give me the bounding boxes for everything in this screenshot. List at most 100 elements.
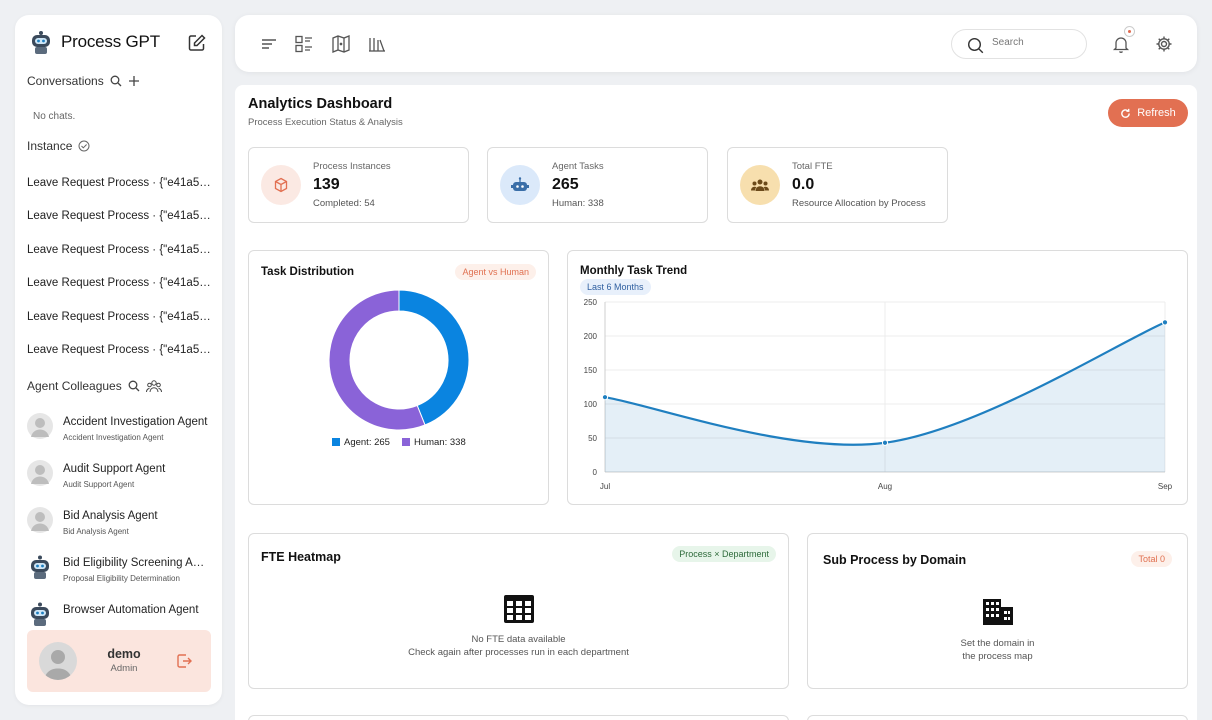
brand[interactable]: Process GPT — [29, 27, 160, 57]
user-card[interactable]: demo Admin — [27, 630, 211, 692]
y-tick-label: 250 — [584, 298, 598, 307]
instance-list: Leave Request Process · {"e41a53... Leav… — [27, 175, 212, 375]
agent-item[interactable]: Audit Support Agent Audit Support Agent — [27, 460, 212, 507]
refresh-icon — [1121, 108, 1131, 118]
donut-slice-human[interactable] — [328, 289, 426, 431]
agent-role: Audit Support Agent — [63, 480, 135, 489]
avatar — [27, 554, 53, 580]
avatar — [27, 601, 53, 627]
instance-item[interactable]: Leave Request Process · {"e41a53... — [27, 277, 212, 290]
card-tag: Process × Department — [672, 546, 776, 562]
stat-icon-bg — [740, 165, 780, 205]
trend-point[interactable] — [1161, 319, 1169, 326]
instance-item[interactable]: Leave Request Process · {"e41a53... — [27, 243, 212, 256]
agent-item[interactable]: Browser Automation Agent — [27, 601, 212, 648]
instance-item[interactable]: Leave Request Process · {"e41a53... — [27, 210, 212, 223]
stat-sub: Resource Allocation by Process — [792, 198, 926, 209]
legend-label: Human: 338 — [413, 437, 466, 448]
instance-item[interactable]: Leave Request Process · {"e41a53... — [27, 343, 212, 356]
new-chat-edit-icon[interactable] — [187, 33, 207, 53]
robot-icon — [511, 177, 529, 191]
y-tick-label: 150 — [584, 366, 598, 375]
main-content: Analytics Dashboard Process Execution St… — [235, 85, 1197, 720]
subprocess-domain-card: Sub Process by Domain Total 0 Set the do… — [807, 533, 1188, 689]
instance-label: Instance — [27, 139, 73, 153]
stat-value: 0.0 — [792, 176, 815, 193]
agent-colleagues-label: Agent Colleagues — [27, 379, 122, 393]
add-conversation-icon[interactable] — [128, 75, 140, 87]
donut-slice-agent[interactable] — [398, 289, 470, 426]
y-tick-label: 200 — [584, 332, 598, 341]
library-icon[interactable] — [367, 34, 387, 54]
user-name: demo — [107, 647, 141, 661]
trend-area — [605, 322, 1165, 472]
user-role: Admin — [110, 663, 138, 674]
robot-avatar-icon — [31, 555, 49, 579]
instance-header: Instance — [27, 139, 90, 153]
bottom-card-left — [248, 715, 789, 720]
legend-item-human[interactable]: Human: 338 — [401, 437, 466, 448]
empty-line: Check again after processes run in each … — [408, 647, 629, 658]
stat-card-total-fte: Total FTE 0.0 Resource Allocation by Pro… — [727, 147, 948, 223]
card-title: Monthly Task Trend — [580, 265, 688, 277]
line-chart: 0 50 100 150 200 250 Jul Aug Sep — [584, 298, 1173, 491]
group-icon — [751, 179, 769, 191]
search-icon[interactable] — [128, 380, 140, 392]
agent-colleagues-header: Agent Colleagues — [27, 379, 162, 393]
agent-item[interactable]: Bid Analysis Agent Bid Analysis Agent — [27, 507, 212, 554]
gear-icon[interactable] — [1155, 35, 1173, 53]
avatar — [27, 460, 53, 486]
stat-label: Agent Tasks — [552, 161, 604, 172]
legend-item-agent[interactable]: Agent: 265 — [332, 437, 390, 448]
donut-chart — [328, 289, 470, 431]
page-subtitle: Process Execution Status & Analysis — [248, 117, 403, 128]
team-icon[interactable] — [145, 379, 162, 393]
stat-sub: Completed: 54 — [313, 198, 375, 209]
avatar — [27, 413, 53, 439]
person-avatar-icon — [31, 465, 49, 484]
refresh-button[interactable]: Refresh — [1108, 99, 1188, 127]
agent-role: Bid Analysis Agent — [63, 527, 129, 536]
agent-item[interactable]: Bid Eligibility Screening Agent Proposal… — [27, 554, 212, 601]
person-avatar-icon — [44, 650, 72, 680]
trend-point[interactable] — [601, 394, 609, 401]
empty-line: Set the domain in — [960, 638, 1035, 649]
agent-name: Accident Investigation Agent — [63, 416, 208, 428]
list-view-icon[interactable] — [294, 34, 314, 54]
agent-name: Bid Eligibility Screening Agent — [63, 557, 209, 569]
user-avatar — [39, 642, 77, 680]
instance-item[interactable]: Leave Request Process · {"e41a53... — [27, 177, 212, 189]
map-icon[interactable] — [331, 34, 351, 54]
x-tick-label: Jul — [600, 482, 610, 491]
task-distribution-card: Task Distribution Agent vs Human Agent: … — [248, 250, 549, 505]
card-tag: Agent vs Human — [455, 264, 536, 280]
stat-label: Process Instances — [313, 161, 391, 172]
stat-label: Total FTE — [792, 161, 833, 172]
instance-item[interactable]: Leave Request Process · {"e41a53... — [27, 310, 212, 323]
stat-value: 139 — [313, 176, 340, 193]
x-tick-label: Sep — [1158, 482, 1173, 491]
no-chats-text: No chats. — [33, 111, 76, 122]
stat-icon-bg — [500, 165, 540, 205]
search-input[interactable] — [992, 37, 1072, 48]
card-title: FTE Heatmap — [261, 550, 341, 564]
search-icon — [967, 37, 984, 54]
card-tag: Total 0 — [1131, 551, 1172, 567]
agent-list: Accident Investigation Agent Accident In… — [27, 413, 212, 648]
menu-icon[interactable] — [259, 34, 279, 54]
check-circle-icon[interactable] — [78, 140, 90, 152]
stat-icon-bg — [261, 165, 301, 205]
person-avatar-icon — [31, 512, 49, 531]
bell-icon[interactable] — [1111, 34, 1131, 54]
search-icon[interactable] — [110, 75, 122, 87]
logout-icon[interactable] — [176, 653, 192, 669]
card-title: Task Distribution — [261, 266, 355, 278]
agent-role: Proposal Eligibility Determination — [63, 574, 180, 583]
top-bar — [235, 15, 1197, 72]
search-box[interactable] — [951, 29, 1087, 59]
trend-point[interactable] — [881, 439, 889, 446]
refresh-label: Refresh — [1137, 107, 1176, 119]
agent-item[interactable]: Accident Investigation Agent Accident In… — [27, 413, 212, 460]
stat-card-process-instances: Process Instances 139 Completed: 54 — [248, 147, 469, 223]
avatar — [27, 507, 53, 533]
